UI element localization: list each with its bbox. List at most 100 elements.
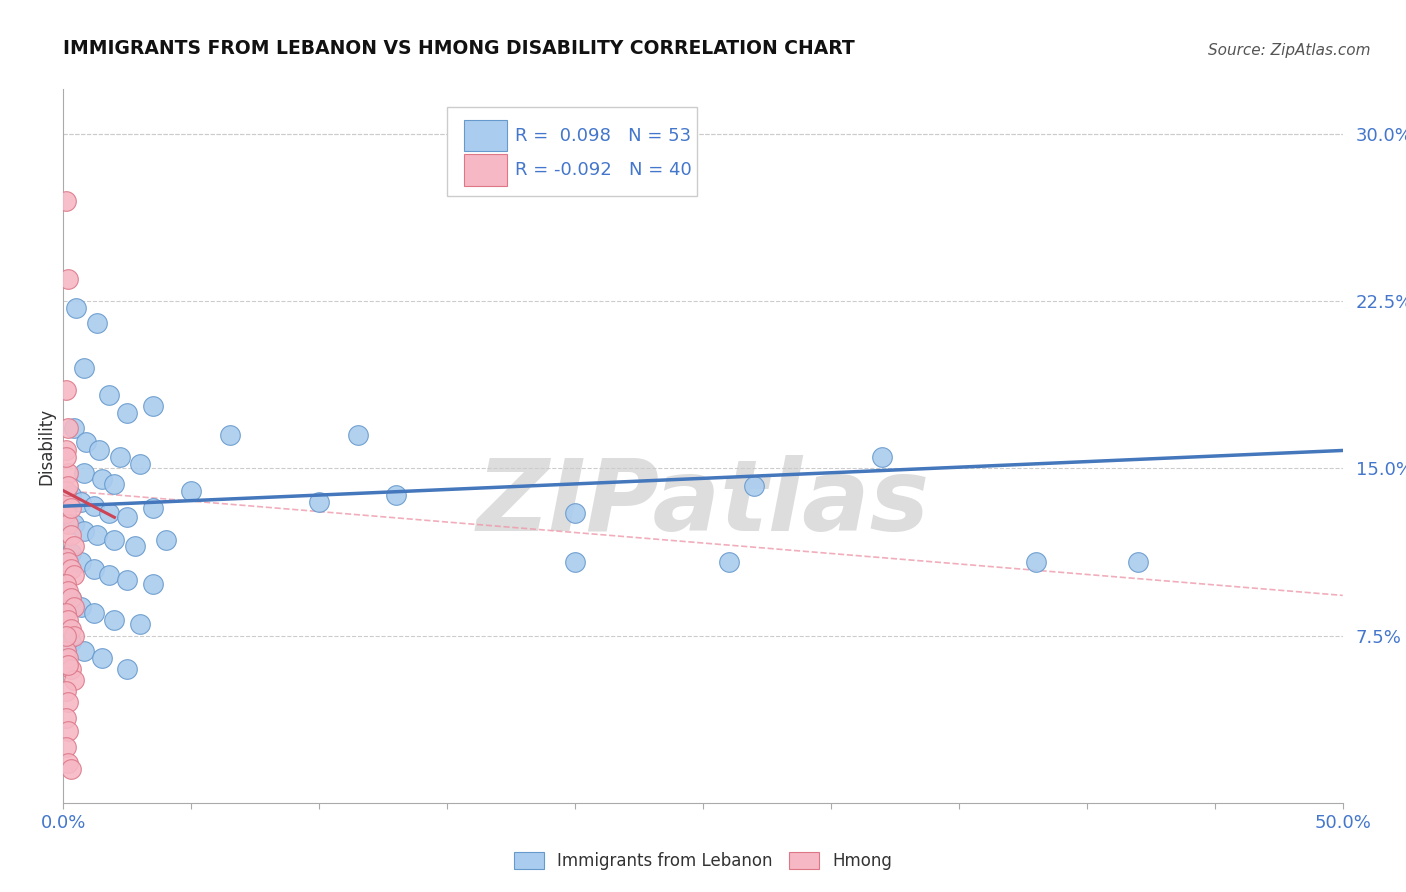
Point [564, 555, 586, 569]
Point [58, 583, 80, 598]
Point [58, 421, 80, 435]
Point [103, 613, 125, 627]
Point [218, 427, 240, 442]
Point [155, 533, 177, 547]
Point [129, 617, 152, 632]
Point [55, 443, 77, 458]
Point [62, 568, 84, 582]
FancyBboxPatch shape [464, 154, 508, 186]
Point [59, 622, 82, 636]
Point [58, 479, 80, 493]
Point [55, 577, 77, 591]
Point [73, 524, 96, 538]
Point [1126, 555, 1149, 569]
Point [59, 501, 82, 516]
Point [346, 427, 368, 442]
Point [59, 662, 82, 676]
Point [108, 450, 131, 465]
Point [59, 488, 82, 502]
Point [55, 506, 77, 520]
Point [86, 317, 108, 331]
Point [75, 434, 97, 449]
Point [62, 673, 84, 687]
Point [70, 599, 93, 614]
Point [83, 500, 105, 514]
Point [58, 613, 80, 627]
Legend: Immigrants from Lebanon, Hmong: Immigrants from Lebanon, Hmong [508, 845, 898, 877]
Point [55, 194, 77, 208]
Point [58, 271, 80, 285]
Point [87, 443, 110, 458]
Point [124, 539, 146, 553]
Text: Source: ZipAtlas.com: Source: ZipAtlas.com [1208, 43, 1371, 58]
Point [59, 546, 82, 560]
Point [58, 494, 80, 508]
Point [90, 651, 112, 665]
Point [55, 483, 77, 498]
Point [142, 577, 165, 591]
Point [65, 301, 87, 315]
Point [59, 635, 82, 649]
Point [55, 684, 77, 698]
Point [1025, 555, 1047, 569]
Point [62, 421, 84, 435]
Point [58, 555, 80, 569]
Point [58, 466, 80, 480]
Point [58, 517, 80, 532]
Point [98, 568, 121, 582]
Point [103, 533, 125, 547]
Text: IMMIGRANTS FROM LEBANON VS HMONG DISABILITY CORRELATION CHART: IMMIGRANTS FROM LEBANON VS HMONG DISABIL… [63, 39, 855, 58]
Point [142, 399, 165, 413]
Text: R =  0.098   N = 53: R = 0.098 N = 53 [515, 127, 690, 145]
Point [98, 387, 121, 401]
Point [58, 696, 80, 710]
Point [58, 657, 80, 672]
Point [385, 488, 408, 502]
Y-axis label: Disability: Disability [37, 408, 55, 484]
Text: ZIPatlas: ZIPatlas [477, 455, 929, 551]
Point [58, 756, 80, 770]
Point [115, 573, 138, 587]
Point [180, 483, 202, 498]
Point [86, 528, 108, 542]
Point [55, 740, 77, 755]
Point [55, 628, 77, 642]
Point [62, 599, 84, 614]
Point [62, 517, 84, 532]
Point [83, 562, 105, 576]
Point [115, 662, 138, 676]
Point [59, 591, 82, 605]
Point [59, 762, 82, 776]
Point [564, 506, 586, 520]
Point [870, 450, 893, 465]
Point [55, 450, 77, 465]
Point [59, 591, 82, 605]
Point [73, 360, 96, 375]
Point [308, 494, 330, 508]
Point [98, 506, 121, 520]
Point [62, 539, 84, 553]
Point [742, 479, 765, 493]
Point [62, 628, 84, 642]
Point [59, 562, 82, 576]
Point [73, 644, 96, 658]
Point [55, 550, 77, 565]
Point [103, 476, 125, 491]
FancyBboxPatch shape [464, 120, 508, 152]
Point [73, 466, 96, 480]
Point [717, 555, 740, 569]
Point [55, 384, 77, 398]
Point [59, 528, 82, 542]
Point [58, 724, 80, 739]
Point [115, 405, 138, 420]
Text: R = -0.092   N = 40: R = -0.092 N = 40 [515, 161, 692, 178]
Point [55, 711, 77, 725]
Point [115, 510, 138, 524]
Point [70, 555, 93, 569]
Point [83, 607, 105, 621]
Point [55, 607, 77, 621]
FancyBboxPatch shape [447, 107, 696, 196]
Point [55, 644, 77, 658]
Point [58, 651, 80, 665]
Point [90, 473, 112, 487]
